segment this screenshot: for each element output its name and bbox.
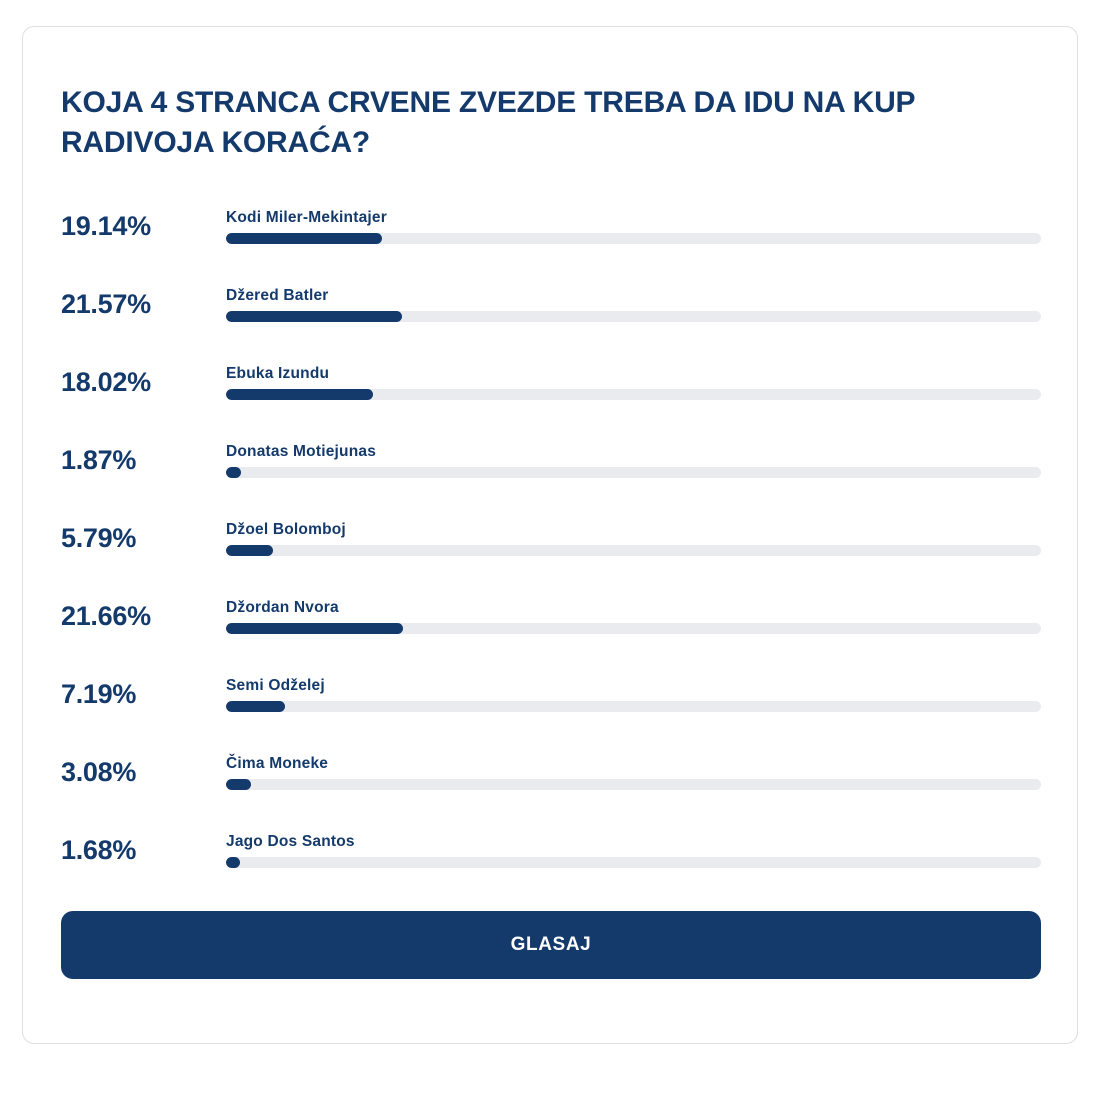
poll-option-label: Ebuka Izundu: [226, 364, 330, 382]
poll-option-body: Džered Batler: [226, 287, 1041, 322]
poll-option-percent: 19.14%: [61, 210, 151, 241]
poll-option-bar-fill: [226, 310, 402, 322]
poll-option-bar-track: [226, 232, 1041, 244]
poll-option-bar-fill: [226, 388, 373, 400]
poll-option-percent: 21.57%: [61, 288, 151, 319]
poll-option-label: Kodi Miler-Mekintajer: [226, 208, 387, 226]
poll-option-body: Džordan Nvora: [226, 599, 1041, 634]
poll-option-row[interactable]: 19.14% Kodi Miler-Mekintajer: [61, 209, 1041, 244]
poll-card: KOJA 4 STRANCA CRVENE ZVEZDE TREBA DA ID…: [22, 26, 1078, 1044]
poll-option-label: Donatas Motiejunas: [226, 442, 377, 460]
poll-option-percent: 5.79%: [61, 522, 137, 553]
poll-option-body: Kodi Miler-Mekintajer: [226, 209, 1041, 244]
poll-option-body: Donatas Motiejunas: [226, 443, 1041, 478]
poll-option-bar-track: [226, 778, 1041, 790]
poll-option-row[interactable]: 5.79% Džoel Bolomboj: [61, 521, 1041, 556]
poll-option-body: Semi Odželej: [226, 677, 1041, 712]
poll-option-bar-track: [226, 310, 1041, 322]
poll-option-body: Ebuka Izundu: [226, 365, 1041, 400]
poll-option-bar-fill: [226, 856, 240, 868]
poll-option-row[interactable]: 7.19% Semi Odželej: [61, 677, 1041, 712]
poll-option-body: Jago Dos Santos: [226, 833, 1041, 868]
poll-option-percent: 18.02%: [61, 366, 151, 397]
poll-option-percent: 7.19%: [61, 678, 137, 709]
poll-option-bar-fill: [226, 622, 403, 634]
poll-option-label: Jago Dos Santos: [226, 832, 355, 850]
poll-option-bar-fill: [226, 700, 285, 712]
poll-option-body: Čima Moneke: [226, 755, 1041, 790]
poll-option-row[interactable]: 1.68% Jago Dos Santos: [61, 833, 1041, 868]
poll-option-percent: 3.08%: [61, 756, 137, 787]
poll-option-percent: 1.87%: [61, 444, 137, 475]
poll-option-label: Džoel Bolomboj: [226, 520, 346, 538]
poll-option-bar-track: [226, 622, 1041, 634]
poll-option-label: Džordan Nvora: [226, 598, 339, 616]
poll-option-bar-fill: [226, 466, 242, 478]
poll-option-bar-track: [226, 544, 1041, 556]
poll-option-bar-fill: [226, 232, 382, 244]
poll-option-bar-track: [226, 466, 1041, 478]
poll-option-row[interactable]: 21.66% Džordan Nvora: [61, 599, 1041, 634]
vote-button[interactable]: GLASAJ: [61, 910, 1041, 979]
poll-option-label: Semi Odželej: [226, 676, 325, 694]
poll-option-row[interactable]: 18.02% Ebuka Izundu: [61, 365, 1041, 400]
poll-option-bar-fill: [226, 544, 274, 556]
poll-option-bar-fill: [226, 778, 252, 790]
poll-option-label: Čima Moneke: [226, 754, 329, 772]
poll-option-row[interactable]: 1.87% Donatas Motiejunas: [61, 443, 1041, 478]
poll-options: 19.14% Kodi Miler-Mekintajer 21.57% Džer…: [61, 209, 1041, 868]
poll-option-bar-track: [226, 856, 1041, 868]
poll-option-body: Džoel Bolomboj: [226, 521, 1041, 556]
poll-title: KOJA 4 STRANCA CRVENE ZVEZDE TREBA DA ID…: [61, 86, 915, 159]
poll-option-percent: 21.66%: [61, 600, 151, 631]
poll-option-percent: 1.68%: [61, 834, 137, 865]
poll-option-label: Džered Batler: [226, 286, 329, 304]
poll-option-bar-track: [226, 388, 1041, 400]
poll-option-row[interactable]: 3.08% Čima Moneke: [61, 755, 1041, 790]
poll-option-bar-track: [226, 700, 1041, 712]
poll-option-row[interactable]: 21.57% Džered Batler: [61, 287, 1041, 322]
